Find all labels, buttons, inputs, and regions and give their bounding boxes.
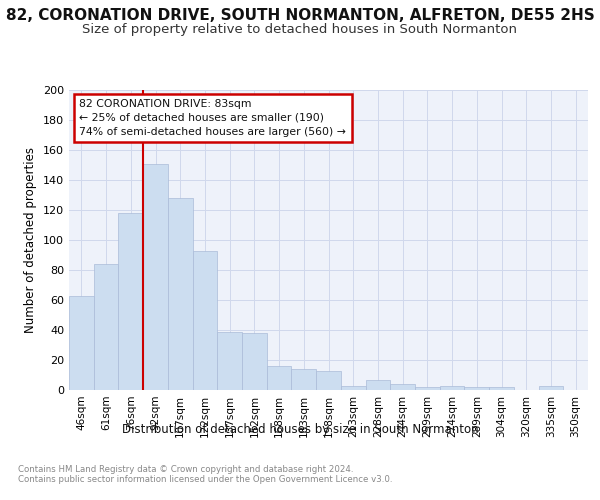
Bar	[341, 386, 365, 390]
Bar	[94, 264, 118, 390]
Bar	[168, 198, 193, 390]
Bar	[292, 369, 316, 390]
Bar	[365, 380, 390, 390]
Bar	[242, 333, 267, 390]
Bar	[217, 332, 242, 390]
Bar	[440, 386, 464, 390]
Bar	[267, 366, 292, 390]
Bar	[415, 387, 440, 390]
Bar	[143, 164, 168, 390]
Bar	[390, 384, 415, 390]
Bar	[69, 296, 94, 390]
Text: Size of property relative to detached houses in South Normanton: Size of property relative to detached ho…	[83, 22, 517, 36]
Text: 82 CORONATION DRIVE: 83sqm
← 25% of detached houses are smaller (190)
74% of sem: 82 CORONATION DRIVE: 83sqm ← 25% of deta…	[79, 99, 346, 137]
Text: Contains HM Land Registry data © Crown copyright and database right 2024.
Contai: Contains HM Land Registry data © Crown c…	[18, 465, 392, 484]
Text: 82, CORONATION DRIVE, SOUTH NORMANTON, ALFRETON, DE55 2HS: 82, CORONATION DRIVE, SOUTH NORMANTON, A…	[5, 8, 595, 22]
Text: Distribution of detached houses by size in South Normanton: Distribution of detached houses by size …	[122, 422, 478, 436]
Bar	[118, 213, 143, 390]
Bar	[539, 386, 563, 390]
Bar	[464, 387, 489, 390]
Bar	[193, 250, 217, 390]
Y-axis label: Number of detached properties: Number of detached properties	[25, 147, 37, 333]
Bar	[316, 370, 341, 390]
Bar	[489, 387, 514, 390]
